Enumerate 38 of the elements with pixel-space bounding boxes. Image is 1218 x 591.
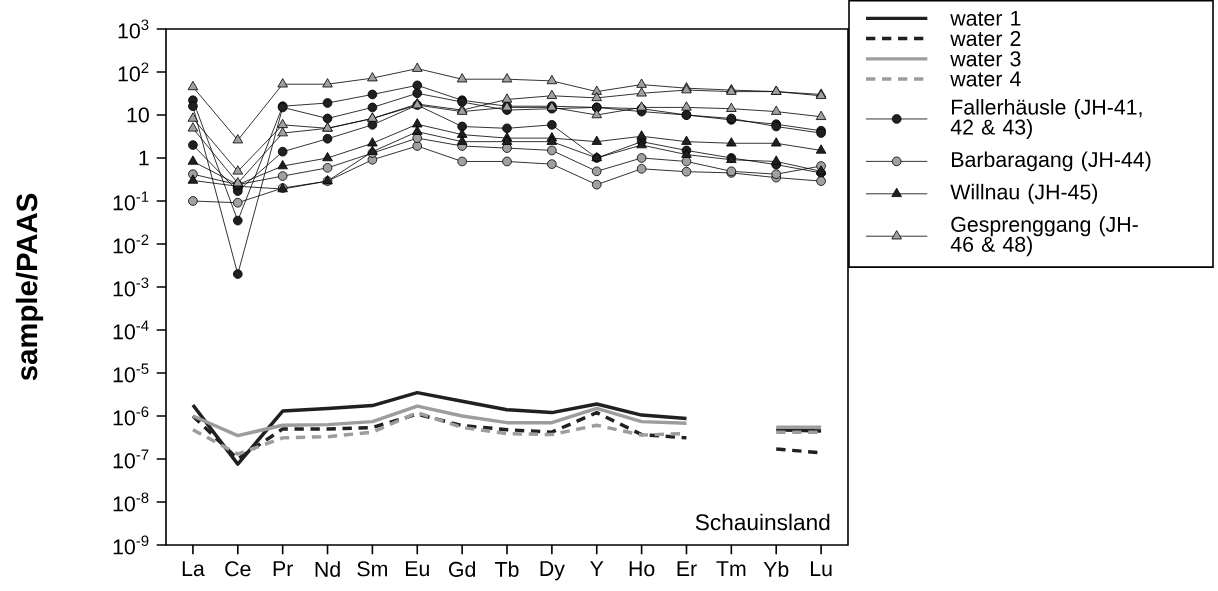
legend-label: water 1 bbox=[950, 10, 1021, 26]
y-tick-label: 10$^{2}$ bbox=[118, 62, 149, 82]
x-tick-label: Dy bbox=[540, 561, 565, 581]
x-tick-label: Ho bbox=[629, 561, 655, 577]
x-tick-label: Eu bbox=[405, 561, 429, 577]
x-tick-label: Lu bbox=[810, 561, 832, 577]
y-tick-label: 10$^{-5}$ bbox=[113, 363, 149, 383]
y-tick-label: 10$^{-9}$ bbox=[113, 535, 149, 555]
x-tick-label: Y bbox=[590, 561, 604, 576]
legend-label: Gesprenggang (JH-46 & 48) bbox=[950, 216, 1138, 257]
x-tick-label: Er bbox=[677, 561, 697, 576]
x-tick-label: Nd bbox=[315, 561, 340, 577]
x-tick-label: Pr bbox=[273, 561, 293, 576]
y-tick-label: 10$^{-1}$ bbox=[113, 191, 149, 211]
x-tick-label: Gd bbox=[448, 561, 475, 577]
legend-label: Barbaragang (JH-44) bbox=[952, 151, 1151, 172]
legend-label: water 4 bbox=[950, 71, 1021, 87]
legend-label: Fallerhäusle (JH-41, 42 & 43) bbox=[950, 99, 1142, 139]
annotation: Schauinsland bbox=[695, 513, 830, 531]
x-tick-label: Tm bbox=[716, 561, 746, 576]
y-tick-label: 10 bbox=[127, 107, 149, 123]
legend-label: water 3 bbox=[950, 51, 1021, 67]
y-axis-title: sample/PAAS bbox=[15, 193, 44, 381]
y-tick-label: 10$^{-2}$ bbox=[113, 234, 149, 254]
y-tick-label: 10$^{-8}$ bbox=[113, 492, 149, 512]
y-tick-label: 10$^{-7}$ bbox=[113, 449, 149, 469]
x-tick-label: La bbox=[182, 561, 205, 577]
x-tick-label: Sm bbox=[357, 561, 387, 577]
y-tick-label: 10$^{-4}$ bbox=[113, 320, 149, 340]
x-tick-label: Ce bbox=[225, 561, 251, 577]
legend-label: water 2 bbox=[950, 31, 1021, 47]
x-tick-label: Yb bbox=[763, 561, 789, 577]
y-tick-label: 10$^{-3}$ bbox=[113, 277, 149, 297]
y-tick-label: 1 bbox=[139, 150, 149, 166]
legend-label: Willnau (JH-45) bbox=[950, 183, 1098, 204]
y-tick-label: 10$^{3}$ bbox=[118, 19, 149, 39]
x-tick-label: Tb bbox=[495, 561, 519, 577]
y-tick-label: 10$^{-6}$ bbox=[113, 406, 149, 426]
